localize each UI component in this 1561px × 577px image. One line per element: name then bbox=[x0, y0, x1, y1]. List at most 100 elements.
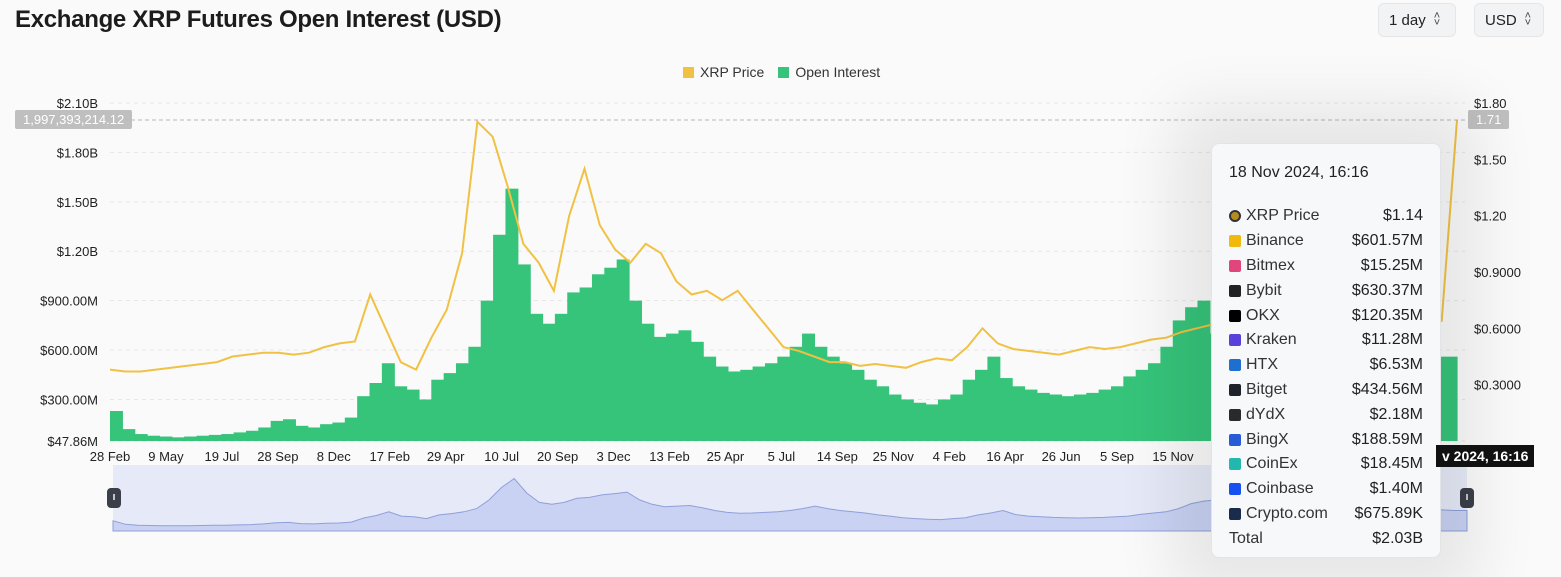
legend-item-xrp-price[interactable]: XRP Price bbox=[683, 64, 764, 80]
open-interest-bar bbox=[629, 300, 642, 441]
tooltip-row: Bitget $434.56M bbox=[1229, 378, 1423, 403]
okx-icon bbox=[1229, 309, 1241, 322]
open-interest-bar bbox=[1444, 356, 1458, 441]
open-interest-bar bbox=[480, 300, 494, 441]
y-left-tick-label: $1.80B bbox=[57, 145, 98, 160]
open-interest-bar bbox=[1012, 386, 1026, 441]
range-handle-right[interactable]: ‖ bbox=[1460, 488, 1474, 508]
kraken-icon bbox=[1229, 334, 1241, 347]
tooltip-row-label: Coinbase bbox=[1246, 480, 1314, 498]
y-right-tick-label: $0.9000 bbox=[1474, 265, 1521, 280]
tooltip-row-label: HTX bbox=[1246, 356, 1278, 374]
open-interest-bar bbox=[171, 437, 185, 441]
tooltip-row-name: Crypto.com bbox=[1229, 505, 1328, 523]
open-interest-bar bbox=[283, 419, 296, 441]
chart-tooltip: 18 Nov 2024, 16:16 XRP Price $1.14 Binance… bbox=[1211, 143, 1441, 558]
open-interest-bar bbox=[270, 420, 284, 441]
open-interest-bar bbox=[715, 366, 729, 441]
chart-legend: XRP Price Open Interest bbox=[683, 64, 894, 80]
open-interest-bar bbox=[653, 336, 667, 441]
open-interest-bar bbox=[740, 369, 754, 441]
tooltip-row-label: Kraken bbox=[1246, 331, 1297, 349]
tooltip-row-name: HTX bbox=[1229, 356, 1278, 374]
bitmex-icon bbox=[1229, 259, 1241, 272]
tooltip-row-name: CoinEx bbox=[1229, 455, 1298, 473]
tooltip-row: OKX $120.35M bbox=[1229, 303, 1423, 328]
tooltip-row: CoinEx $18.45M bbox=[1229, 452, 1423, 477]
open-interest-bar bbox=[406, 389, 420, 441]
open-interest-bar bbox=[703, 356, 717, 441]
htx-icon bbox=[1229, 359, 1241, 372]
open-interest-bar bbox=[752, 366, 766, 441]
x-tick-label: 28 Feb bbox=[90, 449, 130, 464]
open-interest-bar bbox=[110, 411, 123, 441]
open-interest-bar bbox=[1160, 346, 1174, 441]
tooltip-total-label: Total bbox=[1229, 529, 1263, 547]
open-interest-bar bbox=[381, 363, 395, 441]
tooltip-row-name: XRP Price bbox=[1229, 207, 1320, 225]
y-left-tick-label: $900.00M bbox=[40, 294, 98, 309]
interval-select[interactable]: 1 day ˄ ˅ bbox=[1378, 3, 1456, 37]
open-interest-bar bbox=[456, 363, 469, 441]
tooltip-row: XRP Price $1.14 bbox=[1229, 204, 1423, 229]
range-handle-left[interactable]: ‖ bbox=[107, 488, 121, 508]
tooltip-row-name: Bybit bbox=[1229, 282, 1282, 300]
y-left-tick-label: $1.20B bbox=[57, 244, 98, 259]
open-interest-bar bbox=[493, 234, 507, 441]
tooltip-row: Bitmex $15.25M bbox=[1229, 254, 1423, 279]
legend-swatch bbox=[778, 66, 790, 78]
page-title: Exchange XRP Futures Open Interest (USD) bbox=[15, 6, 502, 33]
open-interest-bar bbox=[307, 427, 321, 441]
open-interest-bar bbox=[208, 434, 222, 441]
open-interest-bar bbox=[554, 313, 568, 441]
tooltip-row-value: $601.57M bbox=[1351, 232, 1423, 250]
open-interest-bar bbox=[666, 333, 680, 441]
x-tick-label: 15 Nov bbox=[1152, 449, 1194, 464]
x-tick-label: 29 Apr bbox=[427, 449, 465, 464]
tooltip-row-label: Bitmex bbox=[1246, 256, 1295, 274]
tooltip-row-label: Bybit bbox=[1246, 281, 1282, 299]
tooltip-row-label: dYdX bbox=[1246, 405, 1286, 423]
currency-select[interactable]: USD ˄ ˅ bbox=[1474, 3, 1544, 37]
open-interest-bar bbox=[159, 436, 173, 441]
x-tick-label: 16 Apr bbox=[986, 449, 1024, 464]
open-interest-bar bbox=[418, 399, 432, 441]
tooltip-row: Crypto.com $675.89K bbox=[1229, 502, 1423, 527]
legend-item-open-interest[interactable]: Open Interest bbox=[778, 64, 880, 80]
open-interest-bar bbox=[332, 422, 346, 441]
tooltip-row: BingX $188.59M bbox=[1229, 427, 1423, 452]
open-interest-bar bbox=[727, 371, 741, 441]
x-tick-label: 3 Dec bbox=[597, 449, 631, 464]
x-tick-label: 28 Sep bbox=[257, 449, 298, 464]
tooltip-row-label: XRP Price bbox=[1246, 207, 1320, 225]
x-tick-label: 5 Jul bbox=[768, 449, 796, 464]
open-interest-bar bbox=[357, 396, 371, 441]
y-left-tick-label: $600.00M bbox=[40, 343, 98, 358]
tooltip-row-value: $188.59M bbox=[1351, 430, 1423, 448]
open-interest-bar bbox=[789, 346, 803, 441]
open-interest-bar bbox=[999, 378, 1013, 441]
tooltip-row-value: $120.35M bbox=[1351, 306, 1423, 324]
coinbase-icon bbox=[1229, 483, 1241, 496]
binance-icon bbox=[1229, 235, 1241, 248]
tooltip-total-row: Total $2.03B bbox=[1229, 526, 1423, 551]
open-interest-bar bbox=[1135, 369, 1149, 441]
x-tick-label: 13 Feb bbox=[649, 449, 689, 464]
tooltip-row-name: Kraken bbox=[1229, 331, 1297, 349]
tooltip-row: Kraken $11.28M bbox=[1229, 328, 1423, 353]
open-interest-bar bbox=[987, 356, 1001, 441]
cryptocom-icon bbox=[1229, 507, 1241, 520]
open-interest-bar bbox=[134, 434, 148, 441]
currency-select-value: USD bbox=[1485, 11, 1517, 29]
bitget-icon bbox=[1229, 383, 1241, 396]
open-interest-bar bbox=[1172, 320, 1186, 441]
open-interest-bar bbox=[802, 333, 815, 441]
open-interest-bar bbox=[221, 434, 235, 441]
tooltip-row-value: $434.56M bbox=[1351, 380, 1423, 398]
open-interest-bar bbox=[1110, 386, 1124, 441]
open-interest-bar bbox=[196, 435, 210, 441]
open-interest-bar bbox=[863, 379, 877, 441]
open-interest-bar bbox=[913, 402, 927, 441]
open-interest-bar bbox=[826, 356, 840, 441]
y-left-tick-label: $300.00M bbox=[40, 392, 98, 407]
